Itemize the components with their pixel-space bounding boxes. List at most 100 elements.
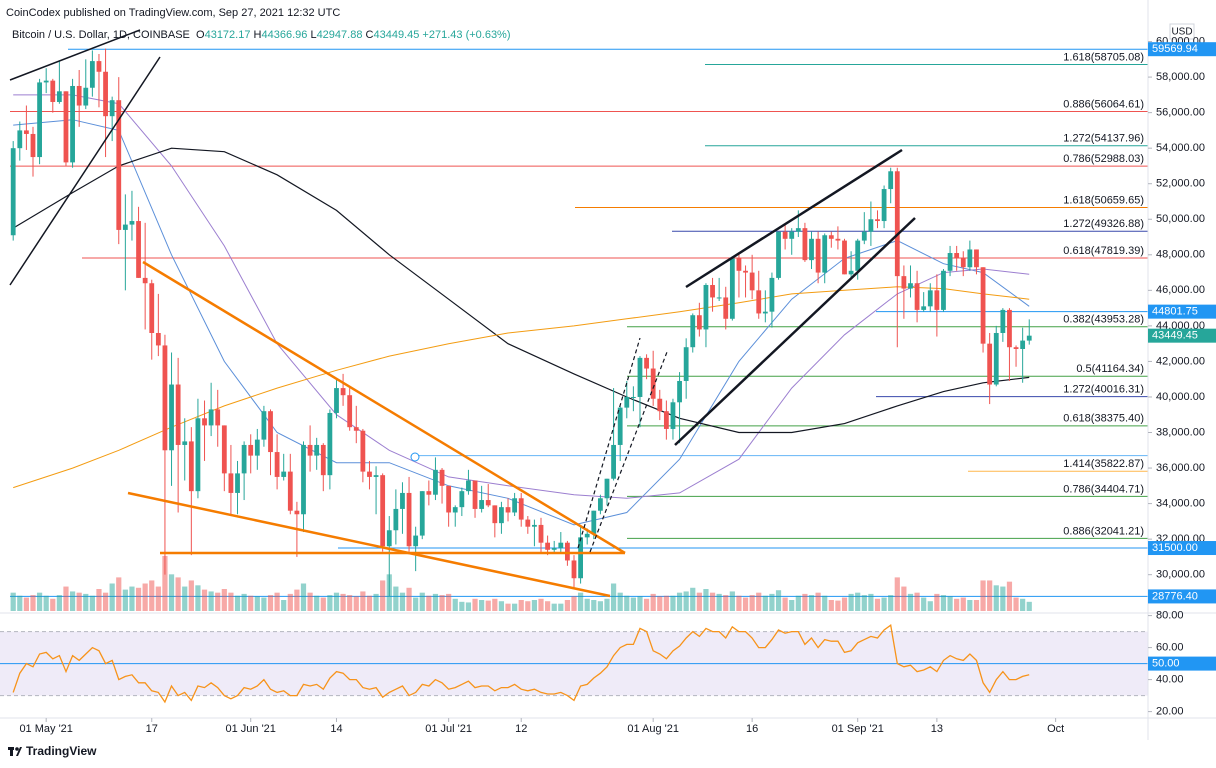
volume-bar — [76, 592, 82, 611]
fib-label: 1.414(35822.87) — [1063, 458, 1144, 470]
drawings — [9, 29, 916, 598]
candle-body — [941, 270, 946, 310]
fib-label: 0.5(41164.34) — [1076, 363, 1144, 375]
volume-bar — [188, 580, 194, 611]
candle-body — [525, 519, 531, 527]
candle-body — [987, 343, 993, 385]
candle-body — [268, 411, 273, 453]
volume-bar — [683, 591, 689, 611]
volume-bar — [696, 592, 702, 611]
ohlc-value: 42947.88 — [316, 29, 363, 41]
candle-body — [749, 272, 755, 291]
candle-body — [30, 133, 36, 158]
volume-bar — [83, 593, 89, 611]
volume-bar — [300, 583, 307, 611]
volume-bar — [254, 596, 260, 611]
y-tick-label: 30,000.00 — [1156, 569, 1205, 581]
volume-bar — [749, 595, 755, 611]
candle-body — [914, 283, 920, 310]
candle-body — [597, 498, 603, 511]
candle-body — [426, 491, 432, 495]
candle-body — [980, 267, 986, 344]
y-tick-label: 42,000.00 — [1156, 355, 1205, 367]
volume-bar — [23, 597, 29, 611]
volume-bar — [617, 592, 623, 611]
candle-body — [1000, 309, 1006, 333]
candle-body — [433, 469, 438, 495]
candle-body — [76, 85, 82, 106]
ohlc-label: H — [253, 29, 262, 41]
price-badge — [1148, 304, 1216, 319]
candle-body — [630, 396, 636, 398]
volume-bar — [815, 592, 821, 611]
ray-anchor — [410, 452, 420, 462]
price-badge-label: 43449.45 — [1152, 330, 1198, 342]
ohlc-value: 43449.45 — [373, 29, 420, 41]
trendline — [685, 148, 903, 289]
volume-bar — [967, 600, 973, 611]
candle-body — [340, 388, 346, 396]
volume-bar — [637, 596, 643, 611]
candle-body — [287, 471, 293, 511]
candle-body — [472, 480, 478, 509]
rsi-tick-label: 80.00 — [1156, 610, 1184, 622]
volume-bar — [465, 602, 472, 611]
fib-label: 0.618(47819.39) — [1063, 245, 1144, 257]
volume-bar — [716, 593, 722, 611]
candle-body — [419, 491, 425, 536]
volume-bar — [498, 601, 505, 611]
volume-bar — [314, 595, 320, 611]
brand-logo — [8, 747, 22, 756]
volume-bar — [43, 595, 49, 611]
volume-bar — [584, 598, 590, 611]
volume-bar — [353, 596, 359, 611]
candle-body — [413, 535, 419, 547]
volume-bar — [228, 592, 234, 611]
volume-bar — [736, 595, 742, 611]
candle-body — [208, 409, 214, 426]
volume-bar — [993, 585, 999, 611]
volume-bar — [129, 586, 135, 611]
candle-body — [499, 507, 504, 524]
candle-body — [677, 380, 682, 403]
trendline — [9, 56, 161, 286]
ohlc-value: 44366.96 — [261, 29, 308, 41]
candle-body — [109, 100, 115, 117]
candle-body — [70, 85, 75, 163]
trendline — [142, 260, 626, 555]
candle-body — [617, 407, 623, 445]
candle-body — [954, 253, 960, 259]
candle-body — [439, 469, 445, 486]
volume-bar — [347, 595, 353, 611]
candle-body — [571, 560, 577, 579]
candle-body — [835, 238, 841, 241]
candle-body — [532, 524, 537, 527]
volume-bar — [934, 593, 940, 611]
candle-body — [373, 475, 379, 477]
trendline — [127, 491, 611, 598]
candle-body — [756, 290, 762, 314]
candle-body — [195, 418, 201, 492]
volume-bar — [538, 598, 544, 611]
volume-bar — [36, 592, 43, 611]
volume-bar — [650, 593, 656, 611]
rsi-tick-label: 60.00 — [1156, 642, 1184, 654]
candle-body — [558, 542, 564, 549]
ohlc-label: O — [196, 29, 205, 41]
volume-bar — [10, 592, 16, 611]
candle-body — [578, 537, 583, 579]
candle-body — [584, 533, 590, 538]
candle-body — [89, 61, 95, 88]
volume-bar — [215, 592, 221, 611]
currency: USD — [1171, 27, 1192, 38]
volume-bar — [274, 592, 280, 611]
candle-body — [43, 80, 49, 83]
ohlc-label: L — [310, 29, 317, 41]
volume-bar — [987, 580, 993, 611]
x-tick-label: 01 Jul '21 — [425, 723, 472, 735]
candle-body — [235, 473, 240, 493]
price-badge — [1148, 589, 1216, 604]
volume-bar — [459, 601, 465, 611]
brand: TradingView — [26, 744, 97, 758]
